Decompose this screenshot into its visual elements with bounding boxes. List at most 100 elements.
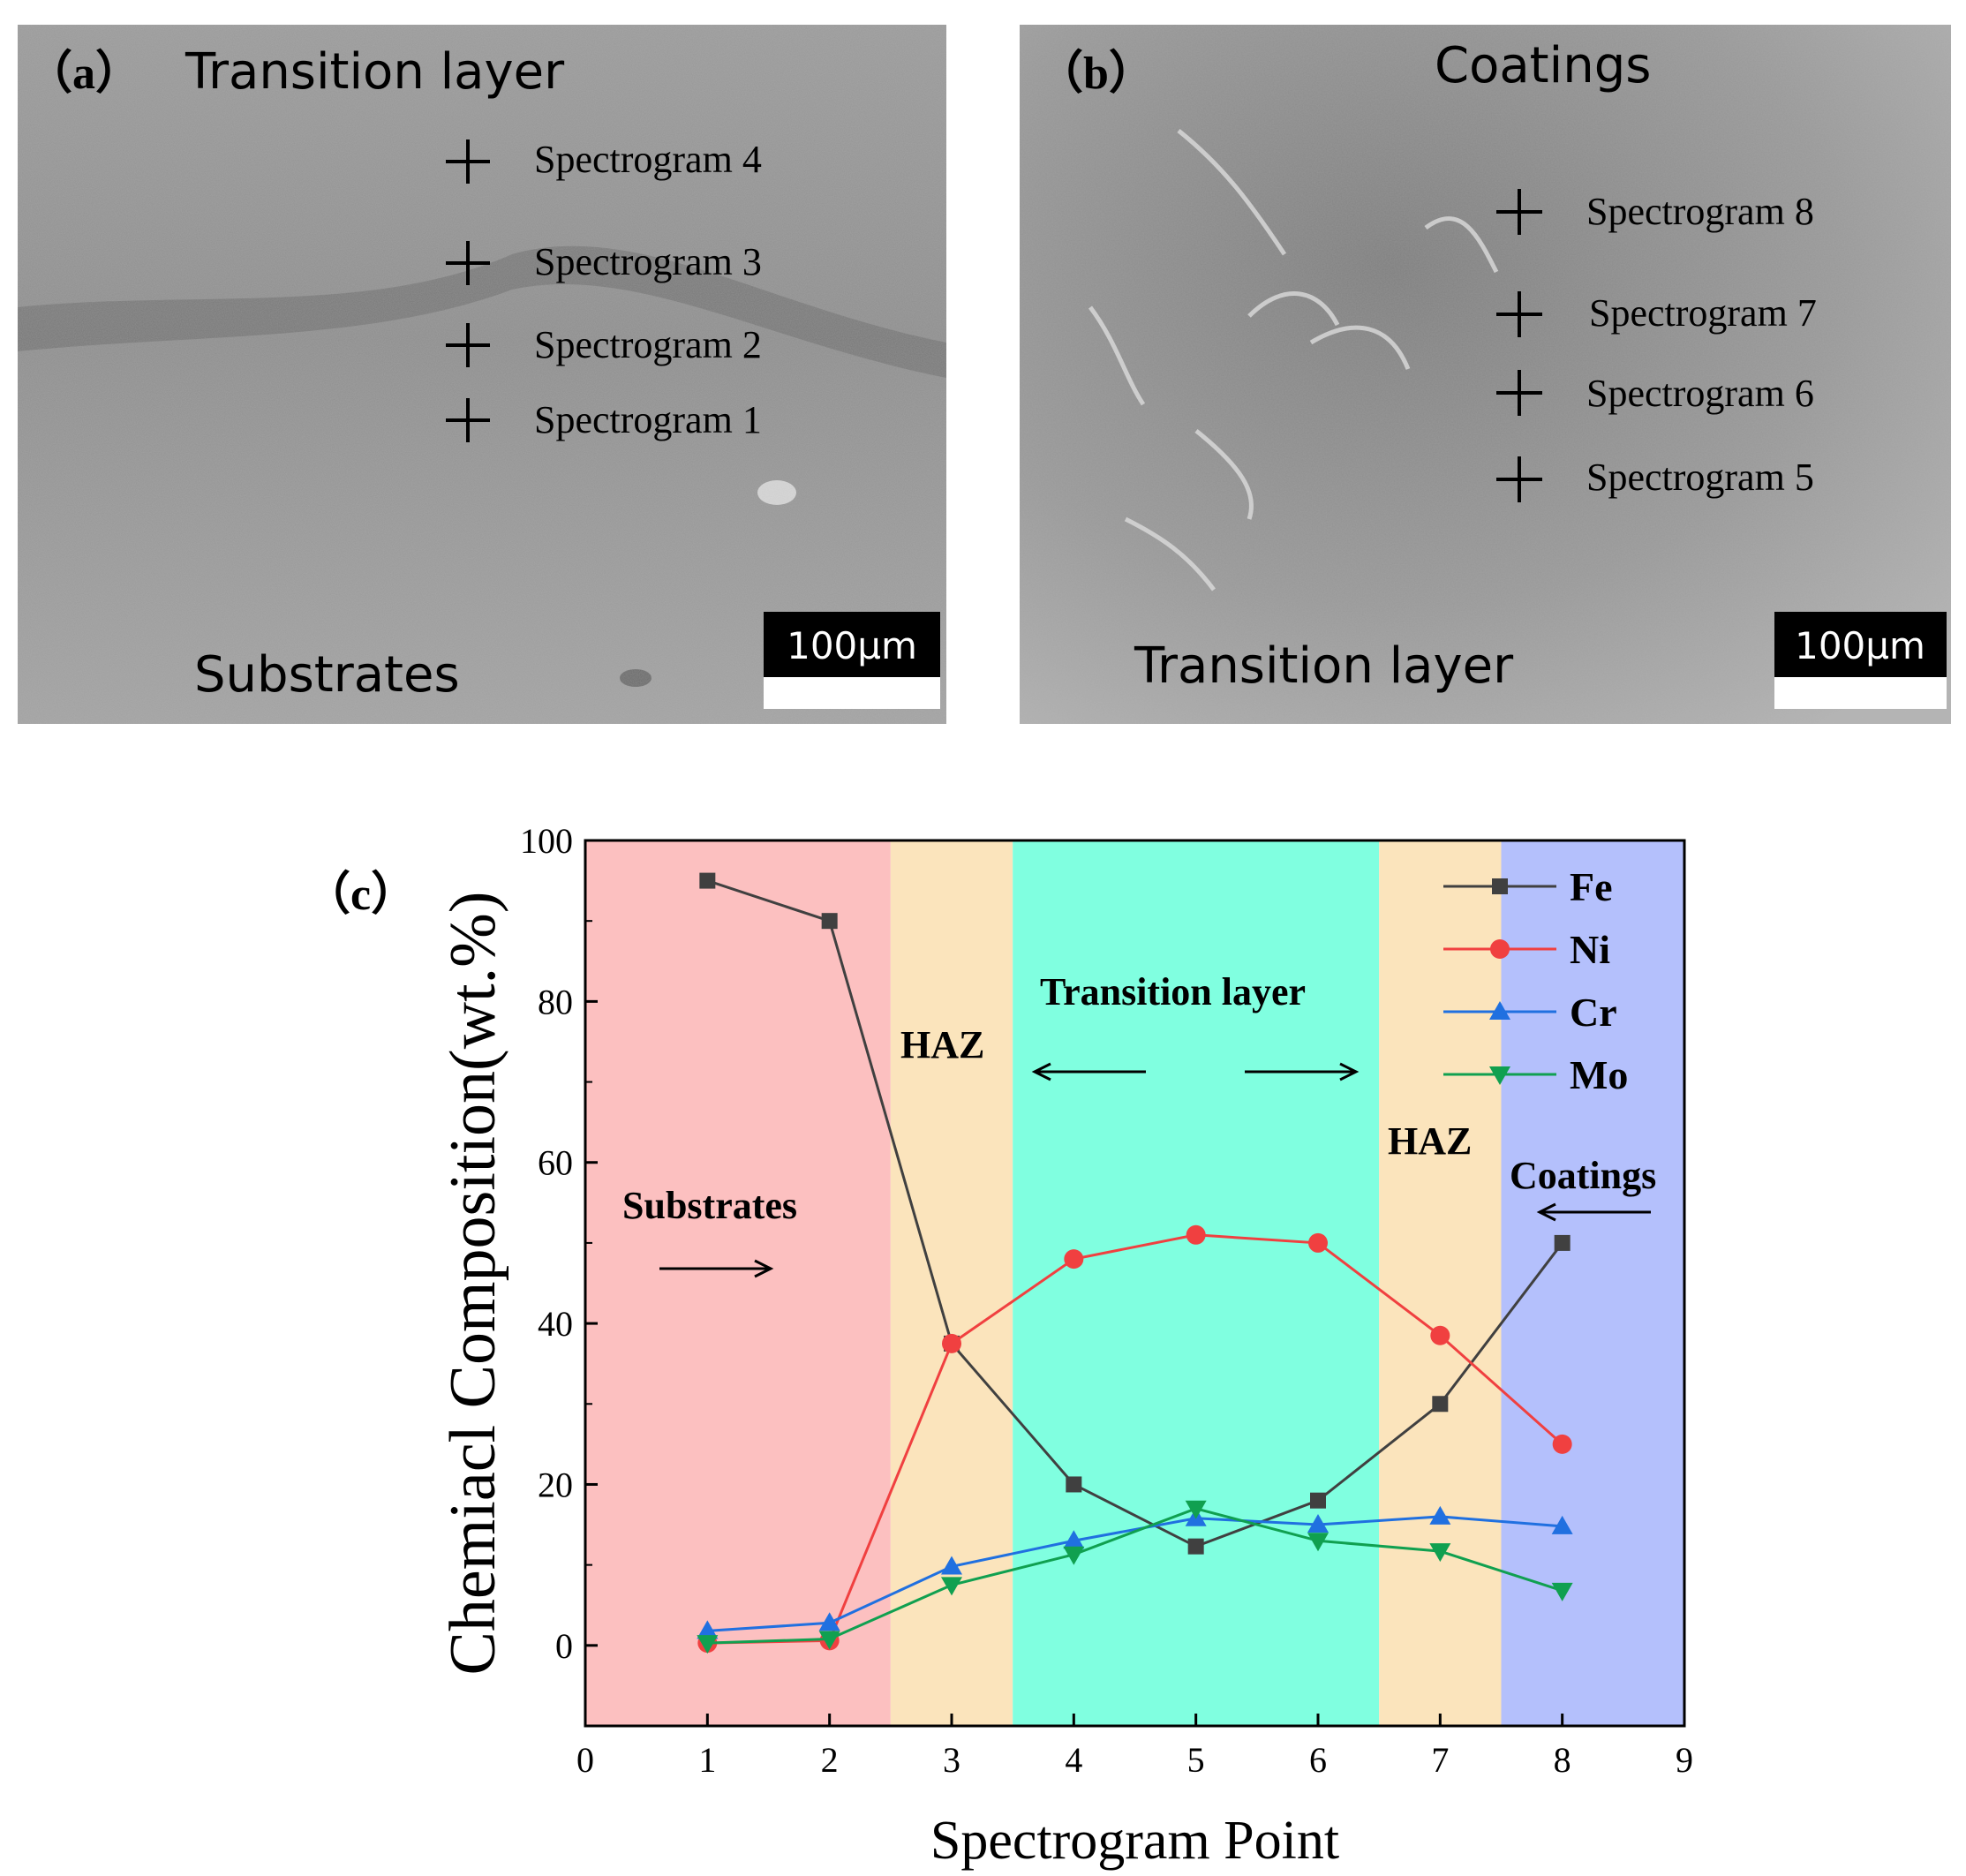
point-mo-1	[697, 1635, 719, 1654]
x-axis-ticks: 0 1 2 3 4 5 6 7 8 9	[576, 1714, 1693, 1780]
series-line-fe	[706, 879, 1563, 1548]
y-tick-label: 80	[538, 982, 573, 1021]
panel-a-top-text: Transition layer	[185, 43, 565, 101]
x-tick-label: 6	[1309, 1740, 1327, 1780]
point-fe-5	[1187, 1538, 1204, 1555]
x-tick-label: 7	[1431, 1740, 1449, 1780]
data-series	[697, 872, 1573, 1654]
spectrogram-2-label: Spectrogram 2	[534, 323, 762, 366]
legend-marker-cr	[1489, 1001, 1510, 1020]
series-line-cr	[707, 1515, 1563, 1632]
region-bands	[585, 840, 1684, 1726]
point-fe-8	[1554, 1234, 1571, 1251]
x-tick-label: 2	[821, 1740, 839, 1780]
point-ni-4	[1064, 1249, 1084, 1270]
point-fe-2	[821, 913, 838, 930]
y-tick-label: 60	[538, 1143, 573, 1183]
legend-label-fe: Fe	[1570, 864, 1613, 909]
series-line-ni	[707, 1233, 1563, 1645]
panel-b-top-text: Coatings	[1435, 37, 1651, 94]
x-axis-label: Spectrogram Point	[930, 1811, 1339, 1871]
legend-label-mo: Mo	[1570, 1052, 1628, 1097]
point-cr-8	[1551, 1515, 1573, 1534]
arrow-substrates-head	[754, 1259, 774, 1278]
point-ni-5	[1186, 1224, 1206, 1245]
point-mo-5	[1185, 1500, 1207, 1519]
point-fe-1	[699, 872, 716, 889]
scale-bar-a-label: 100μm	[787, 624, 917, 667]
point-fe-7	[1432, 1396, 1449, 1413]
legend-marker-mo	[1489, 1066, 1510, 1085]
point-fe-4	[1066, 1476, 1082, 1493]
x-tick-label: 8	[1554, 1740, 1571, 1780]
panel-a-label: （a）	[26, 48, 141, 99]
composition-chart: 0 20 40 60 80 100 0 1 2 3 4 5 6 7 8 9 Substrates HAZ Tra…	[305, 821, 1693, 1871]
legend: Fe Ni Cr Mo	[1443, 864, 1628, 1097]
point-cr-3	[941, 1556, 962, 1575]
y-tick-label: 20	[538, 1465, 573, 1504]
point-mo-8	[1551, 1582, 1573, 1601]
point-cr-6	[1307, 1514, 1329, 1533]
y-tick-label: 0	[555, 1626, 573, 1666]
y-axis-ticks: 0 20 40 60 80 100	[520, 821, 598, 1666]
micrograph-b: （b） Coatings Transition layer Spectrogra…	[1020, 25, 1951, 724]
legend-marker-ni	[1490, 939, 1510, 959]
annotation-1: HAZ	[900, 1023, 984, 1066]
point-cr-7	[1429, 1505, 1451, 1525]
x-tick-label: 5	[1187, 1740, 1205, 1780]
point-fe-6	[1310, 1492, 1326, 1509]
annotation-0: Substrates	[622, 1184, 797, 1227]
point-mo-7	[1429, 1543, 1451, 1563]
y-axis-label: Chemiacl Composition(wt.%)	[437, 892, 509, 1676]
spectrogram-7-label: Spectrogram 7	[1589, 291, 1817, 335]
x-tick-label: 4	[1065, 1740, 1082, 1780]
annotation-2: Transition layer	[1040, 970, 1306, 1013]
panel-a-bottom-text: Substrates	[194, 646, 460, 704]
arrow-transition-right-head	[1339, 1062, 1360, 1081]
spectrogram-4-label: Spectrogram 4	[534, 138, 762, 181]
spectrogram-8-label: Spectrogram 8	[1586, 190, 1814, 233]
region-band-0	[585, 840, 891, 1726]
series-mo	[697, 1500, 1573, 1654]
micrograph-a: （a） Transition layer Substrates Spectrog…	[18, 25, 946, 724]
panel-b-bottom-text: Transition layer	[1134, 637, 1514, 695]
arrow-transition-left-head	[1031, 1062, 1051, 1081]
point-cr-4	[1063, 1530, 1085, 1549]
point-mo-6	[1307, 1533, 1329, 1552]
spectrogram-markers-a: Spectrogram 4 Spectrogram 3 Spectrogram …	[446, 138, 762, 442]
legend-label-ni: Ni	[1570, 927, 1610, 972]
legend-label-cr: Cr	[1570, 990, 1617, 1035]
scale-bar-b: 100μm	[1774, 612, 1947, 709]
x-tick-label: 0	[576, 1740, 594, 1780]
spectrogram-6-label: Spectrogram 6	[1586, 372, 1814, 415]
annotation-4: Coatings	[1510, 1154, 1656, 1197]
spectrogram-markers-b: Spectrogram 8 Spectrogram 7 Spectrogram …	[1496, 189, 1817, 502]
series-line-mo	[707, 1507, 1563, 1645]
y-tick-label: 40	[538, 1304, 573, 1344]
point-ni-7	[1430, 1325, 1450, 1345]
region-band-2	[1013, 840, 1380, 1726]
x-tick-label: 3	[943, 1740, 960, 1780]
legend-marker-fe	[1492, 878, 1508, 894]
spectrogram-5-label: Spectrogram 5	[1586, 456, 1814, 499]
y-tick-label: 100	[520, 821, 573, 861]
spectrogram-1-label: Spectrogram 1	[534, 398, 762, 441]
point-cr-1	[697, 1620, 719, 1639]
region-band-4	[1501, 840, 1684, 1726]
point-ni-6	[1308, 1232, 1328, 1253]
point-mo-2	[818, 1631, 840, 1650]
panel-c-label: （c）	[305, 869, 417, 920]
chart-annotations: Substrates HAZ Transition layer HAZ Coatings	[622, 970, 1656, 1278]
plot-frame	[584, 839, 1686, 1728]
point-ni-3	[942, 1333, 961, 1353]
plot-border	[584, 839, 1686, 1728]
point-mo-3	[941, 1577, 962, 1596]
x-tick-label: 9	[1676, 1740, 1693, 1780]
point-mo-4	[1063, 1546, 1085, 1565]
region-band-3	[1379, 840, 1502, 1726]
series-cr	[697, 1505, 1573, 1639]
point-ni-8	[1552, 1434, 1572, 1454]
spectrogram-3-label: Spectrogram 3	[534, 240, 762, 283]
scale-bar-b-label: 100μm	[1795, 624, 1925, 667]
point-cr-2	[818, 1612, 840, 1631]
